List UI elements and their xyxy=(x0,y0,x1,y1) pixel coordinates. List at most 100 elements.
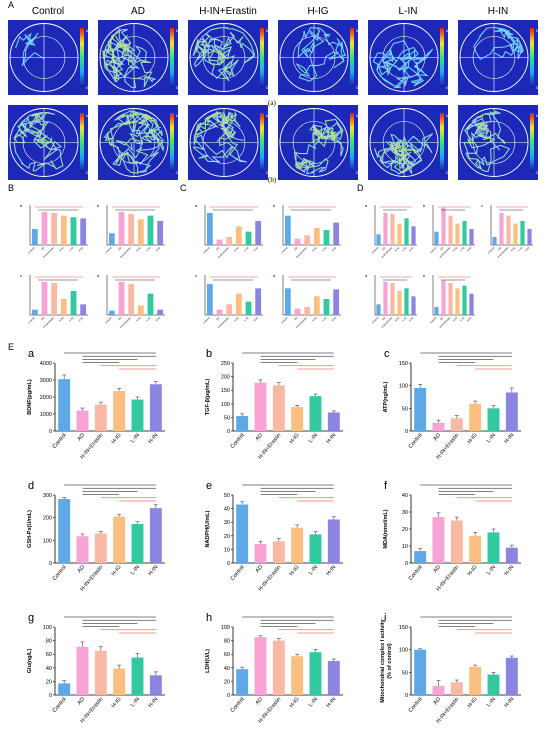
bar-AD xyxy=(432,685,445,695)
bar-L-IN xyxy=(245,301,252,315)
bar-H-IG xyxy=(291,656,304,695)
bar-H-IG xyxy=(513,223,518,245)
tick-label: Control xyxy=(371,316,379,324)
x-tick-label: Control xyxy=(230,564,246,581)
tick-label: Control xyxy=(28,246,36,254)
x-tick-label: H-IG xyxy=(467,564,479,577)
y-tick-label: 40 xyxy=(224,666,230,672)
tick-label: H-IG xyxy=(234,247,240,253)
x-tick-label: L-IN xyxy=(308,696,319,708)
bar-Control xyxy=(58,379,71,431)
bar-H-IN xyxy=(411,226,416,245)
y-tick-label: 0 xyxy=(49,429,52,435)
bar-H-IN xyxy=(149,675,162,695)
y-tick-label: 0 xyxy=(49,561,52,567)
bar-L-IN xyxy=(147,215,154,245)
bar-H-IG xyxy=(469,666,482,695)
x-tick-label: Control xyxy=(52,432,68,449)
y-tick-label: 100 xyxy=(221,625,230,631)
tick-label: Control xyxy=(28,316,36,324)
y-tick-label: 50 xyxy=(224,415,230,421)
bar-H-IG xyxy=(137,219,144,245)
bar-AD xyxy=(76,410,89,431)
bar-H-IG xyxy=(137,305,144,315)
y-tick-label: 40 xyxy=(46,666,52,672)
x-tick-label: AD xyxy=(433,432,443,442)
bar-Control xyxy=(206,284,213,315)
colorbar-min-label: 0 xyxy=(86,86,88,90)
bar-H-IG xyxy=(469,535,482,563)
bar-H-IN+Erastin xyxy=(226,237,233,245)
y-tick-label: 0 xyxy=(49,693,52,699)
y-tick-label: 4000 xyxy=(40,361,52,367)
colorbar-max-label: Max xyxy=(446,29,453,33)
maze-label-hig: H-IG xyxy=(307,6,329,17)
tick-label: H-IN xyxy=(253,316,259,322)
bar-H-IN xyxy=(505,547,518,563)
bar-AD xyxy=(254,543,267,563)
chart-panel-letter: c xyxy=(384,348,390,360)
tick-label: Control xyxy=(281,246,289,254)
bar-H-IN+Erastin xyxy=(94,404,107,431)
y-tick-label: 40 xyxy=(224,507,230,513)
chart-panel-letter: a xyxy=(28,348,35,360)
y-tick-label: 150 xyxy=(399,625,408,631)
bar-H-IG xyxy=(60,215,67,245)
tick-label: AD xyxy=(440,246,445,251)
tick-label: H-IG xyxy=(312,317,318,323)
bar-L-IN xyxy=(323,299,330,315)
tick-label: H-IN xyxy=(408,246,414,252)
x-tick-label: AD xyxy=(255,564,265,574)
bar-H-IG xyxy=(313,227,320,245)
bar-H-IN xyxy=(149,508,162,563)
bar-Control xyxy=(376,234,381,245)
tick-label: AD xyxy=(118,246,123,251)
maze-label-hin: H-IN xyxy=(487,6,509,17)
y-tick-label: 80 xyxy=(224,639,230,645)
tick-label: H-IG xyxy=(394,247,400,253)
bar-Control xyxy=(284,288,291,315)
x-tick-label: H-IN xyxy=(325,432,337,445)
x-tick-label: H-IG xyxy=(111,696,123,709)
colorbar-min-label: 0 xyxy=(356,171,358,175)
bar-L-IN xyxy=(309,396,322,431)
bar-H-IG xyxy=(455,223,460,245)
tick-label: H-IG xyxy=(136,247,142,253)
maze-panel-0-3: Max 0 xyxy=(278,20,363,95)
bar-H-IN xyxy=(505,392,518,431)
bar-L-IN xyxy=(462,285,467,315)
colorbar-max-label: Max xyxy=(446,114,453,118)
bar-H-IG xyxy=(455,288,460,315)
tick-label: AD xyxy=(382,316,387,321)
bar-H-IN+Erastin xyxy=(128,284,135,315)
bar-H-IN xyxy=(255,221,262,245)
bar-AD xyxy=(76,646,89,695)
y-tick-label: 0 xyxy=(227,429,230,435)
x-tick-label: L-IN xyxy=(130,432,141,444)
chart-panel-letter: g xyxy=(28,612,34,624)
bar-H-IG xyxy=(235,293,242,315)
bar-Control xyxy=(414,551,427,563)
bar-AD xyxy=(118,211,125,245)
tick-label: AD xyxy=(440,316,445,321)
bar-AD xyxy=(254,382,267,431)
chart-panel-letter: e xyxy=(206,480,212,492)
colorbar-max-label: Max xyxy=(86,29,93,33)
y-tick-label: 200 xyxy=(221,375,230,381)
y-axis-label: LDH(U/L) xyxy=(205,649,211,673)
y-tick-label: 30 xyxy=(224,520,230,526)
bar-H-IG xyxy=(397,291,402,315)
bar-AD xyxy=(294,238,301,245)
y-tick-label: 20 xyxy=(224,534,230,540)
tick-label: AD xyxy=(118,316,123,321)
y-tick-label: 2000 xyxy=(40,395,52,401)
y-tick-label: 100 xyxy=(399,384,408,390)
y-axis-label: TGF-β(pg/mL) xyxy=(205,379,211,416)
maze-panel-1-1: Max 0 xyxy=(98,105,183,180)
tick-label: H-IN xyxy=(155,246,161,252)
subpanel-letter: d xyxy=(273,273,275,278)
bar-AD xyxy=(499,213,504,245)
